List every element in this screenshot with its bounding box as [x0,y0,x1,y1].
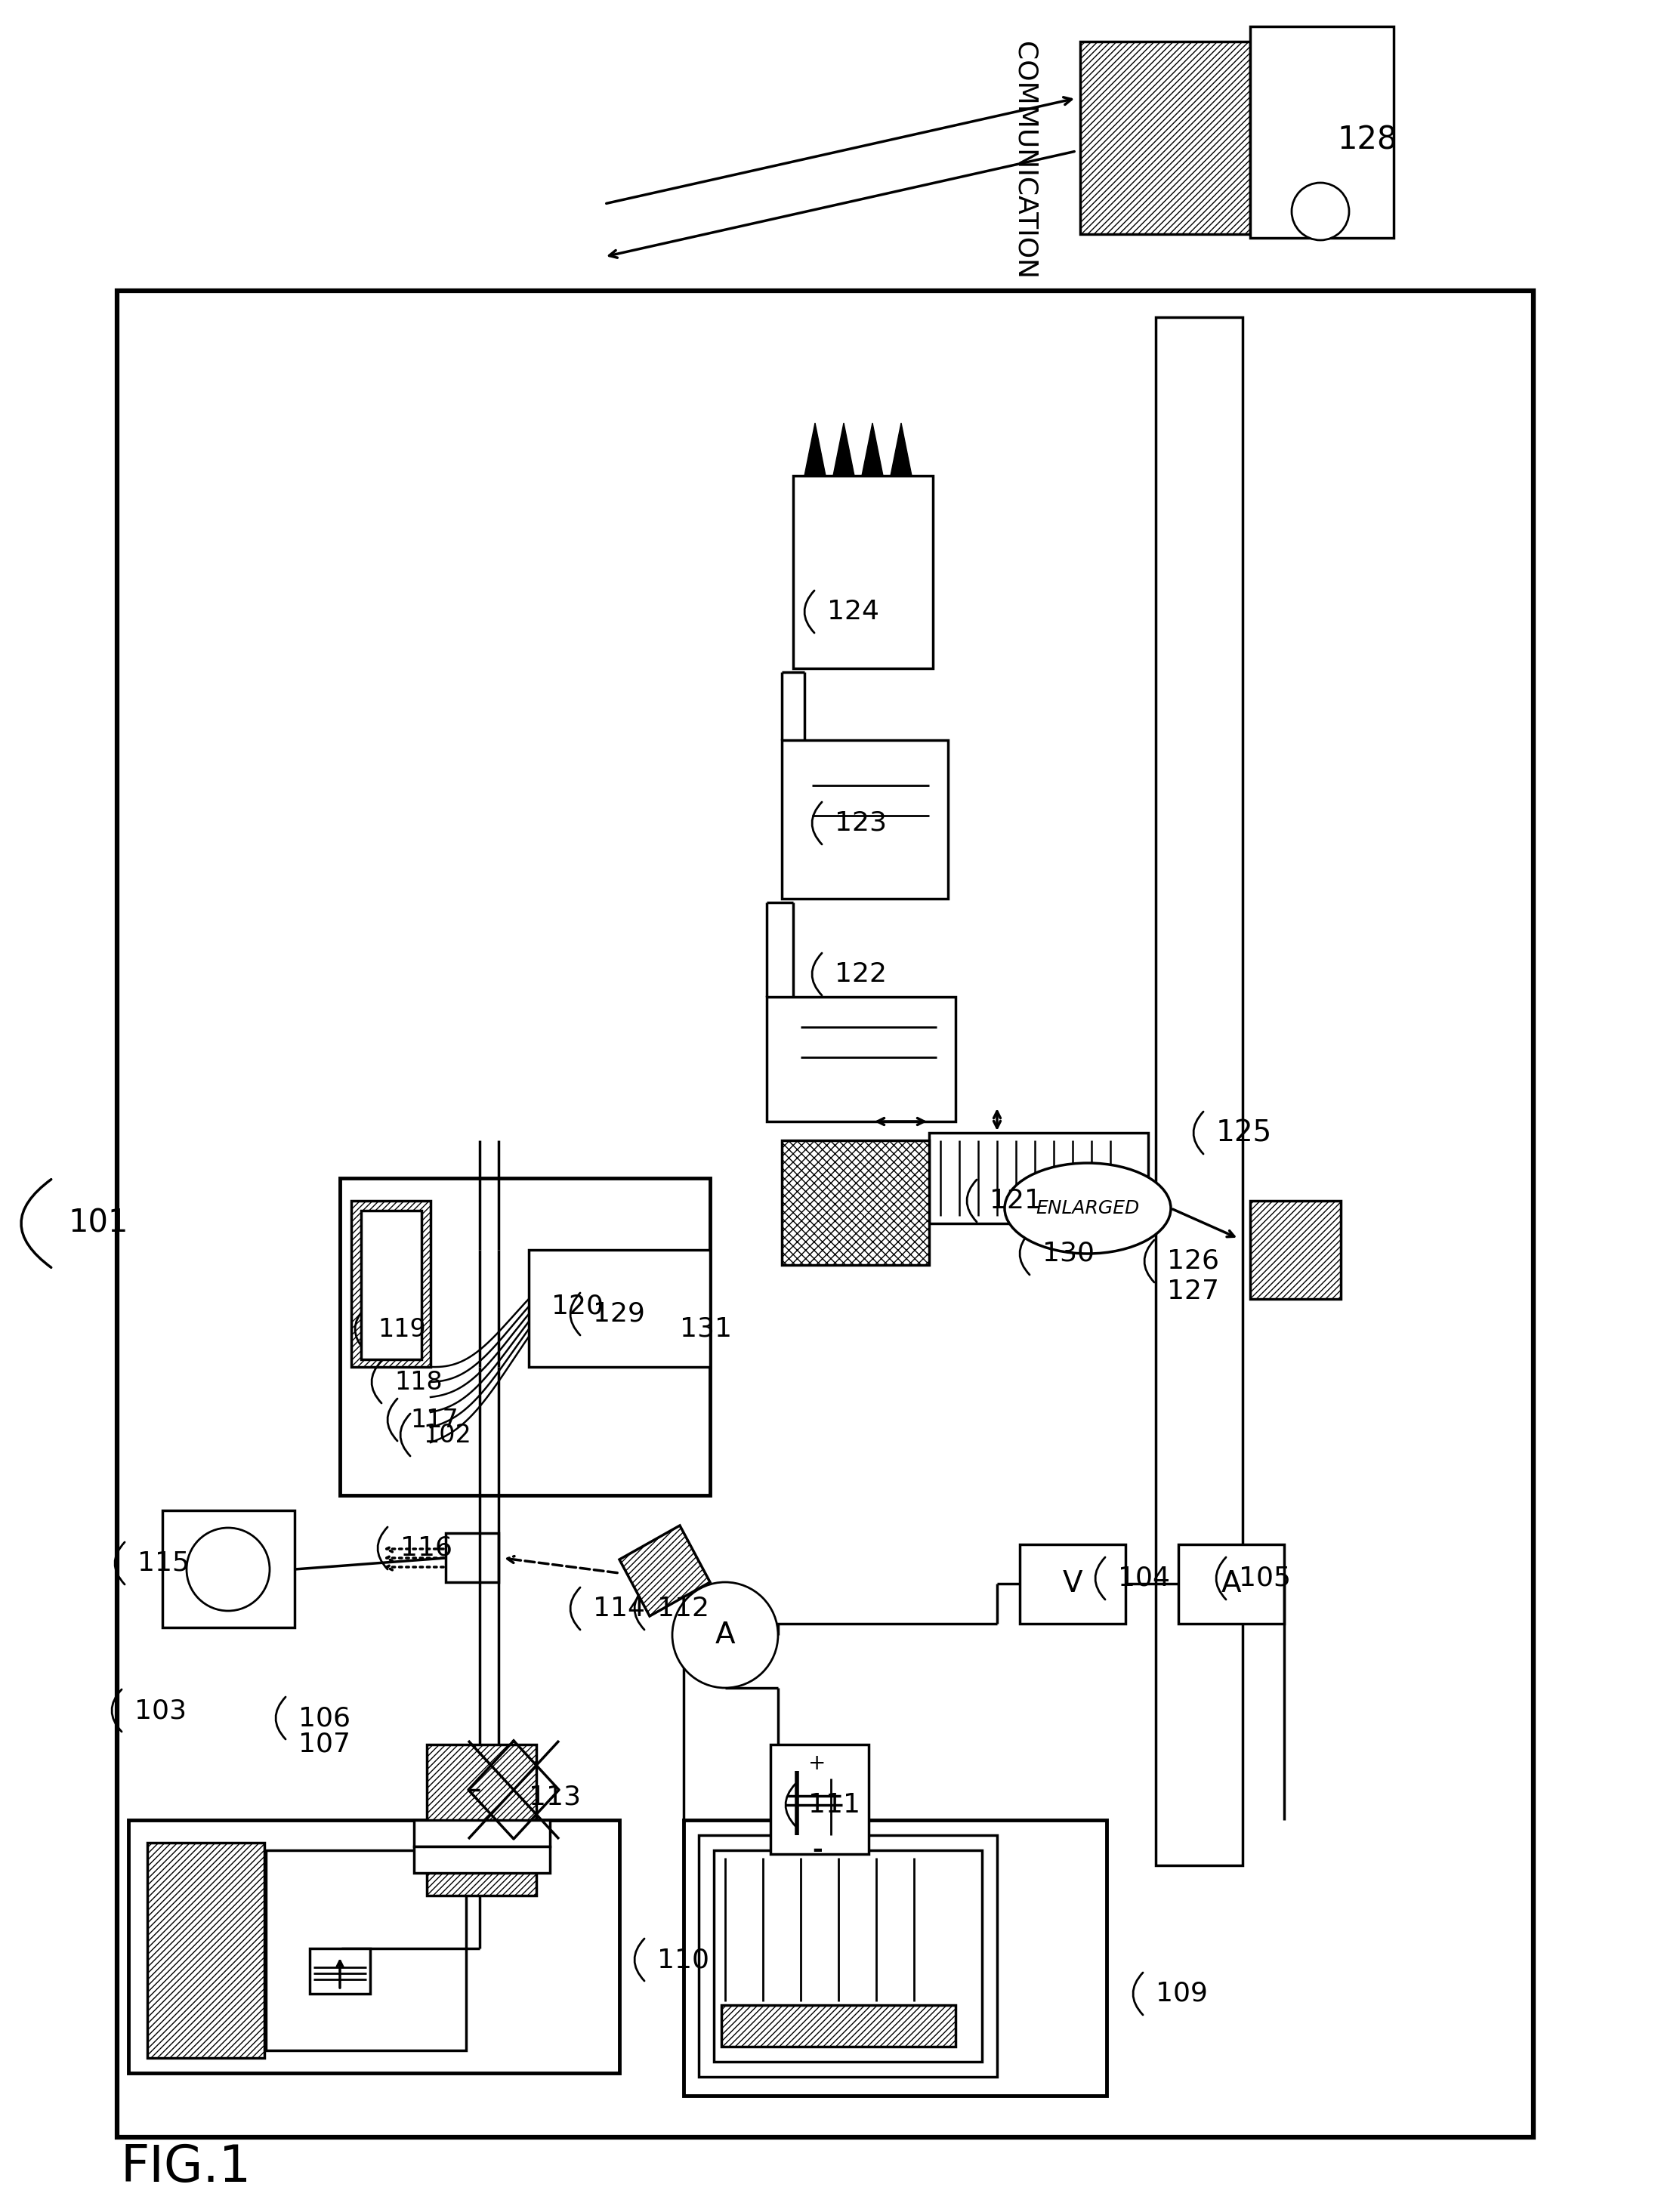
Text: 115: 115 [137,1551,190,1577]
Bar [414,1847,549,1874]
Text: ENLARGED: ENLARGED [1036,1199,1140,1217]
Text: 113: 113 [528,1785,581,1809]
Text: 119: 119 [377,1316,425,1343]
Text: 114: 114 [592,1595,645,1621]
Text: FIG.1: FIG.1 [121,2143,252,2192]
Text: 126: 126 [1167,1248,1220,1274]
Circle shape [187,1528,270,1610]
Text: 101: 101 [68,1208,127,1239]
Circle shape [1291,184,1349,241]
Text: COMMUNICATION: COMMUNICATION [1013,42,1038,279]
Bar [1250,1201,1341,1298]
Bar [1250,27,1394,239]
Bar [698,1836,996,2077]
Bar [445,1533,498,1582]
Bar [118,290,1534,2137]
Text: 123: 123 [834,810,887,836]
Bar [129,1820,619,2073]
Text: A: A [715,1621,735,1650]
Polygon shape [619,1526,710,1617]
Bar [266,1849,467,2051]
Text: +: + [809,1752,826,1774]
Polygon shape [890,422,912,476]
Bar [1019,1544,1125,1624]
Bar [766,998,955,1121]
Circle shape [672,1582,778,1688]
Text: 124: 124 [828,599,879,624]
Bar [781,1141,928,1265]
Bar [528,1250,710,1367]
Text: 110: 110 [657,1947,710,1973]
Text: 131: 131 [680,1316,732,1343]
Bar [414,1820,549,1847]
Bar [722,2004,955,2046]
Bar [771,1745,869,1854]
Text: 129: 129 [592,1301,645,1327]
Text: 120: 120 [551,1294,604,1318]
Text: 128: 128 [1337,124,1397,155]
Text: 121: 121 [990,1188,1041,1214]
Bar [1081,42,1250,234]
Bar [1178,1544,1284,1624]
Text: 111: 111 [808,1792,861,1818]
Polygon shape [804,422,826,476]
Bar [351,1201,430,1367]
Polygon shape [862,422,884,476]
Bar [309,1949,371,1993]
Bar [713,1849,981,2062]
Text: 106: 106 [298,1705,351,1732]
Bar [147,1843,265,2057]
Bar [162,1511,295,1628]
Text: 125: 125 [1216,1119,1273,1148]
Bar [339,1179,710,1495]
Bar [361,1210,422,1360]
Bar [684,1820,1107,2095]
Text: 102: 102 [424,1422,472,1447]
Text: A: A [1221,1568,1241,1597]
Text: 104: 104 [1117,1566,1170,1590]
Text: 118: 118 [394,1369,442,1394]
Text: 127: 127 [1167,1279,1220,1305]
Text: 107: 107 [298,1732,351,1756]
Text: 112: 112 [657,1595,710,1621]
Text: 116: 116 [401,1535,452,1562]
Text: -: - [813,1838,823,1863]
Text: 117: 117 [410,1407,458,1431]
Text: 105: 105 [1240,1566,1291,1590]
Bar [427,1745,536,1896]
Text: 109: 109 [1155,1982,1208,2006]
Bar [928,1133,1149,1223]
Text: 122: 122 [834,962,887,987]
Bar [1155,316,1243,1865]
Text: V: V [1063,1568,1082,1597]
Ellipse shape [1005,1164,1170,1254]
Bar [793,476,933,668]
Polygon shape [832,422,854,476]
Bar [781,741,948,898]
Text: 130: 130 [1043,1241,1094,1267]
Text: 103: 103 [134,1697,187,1723]
